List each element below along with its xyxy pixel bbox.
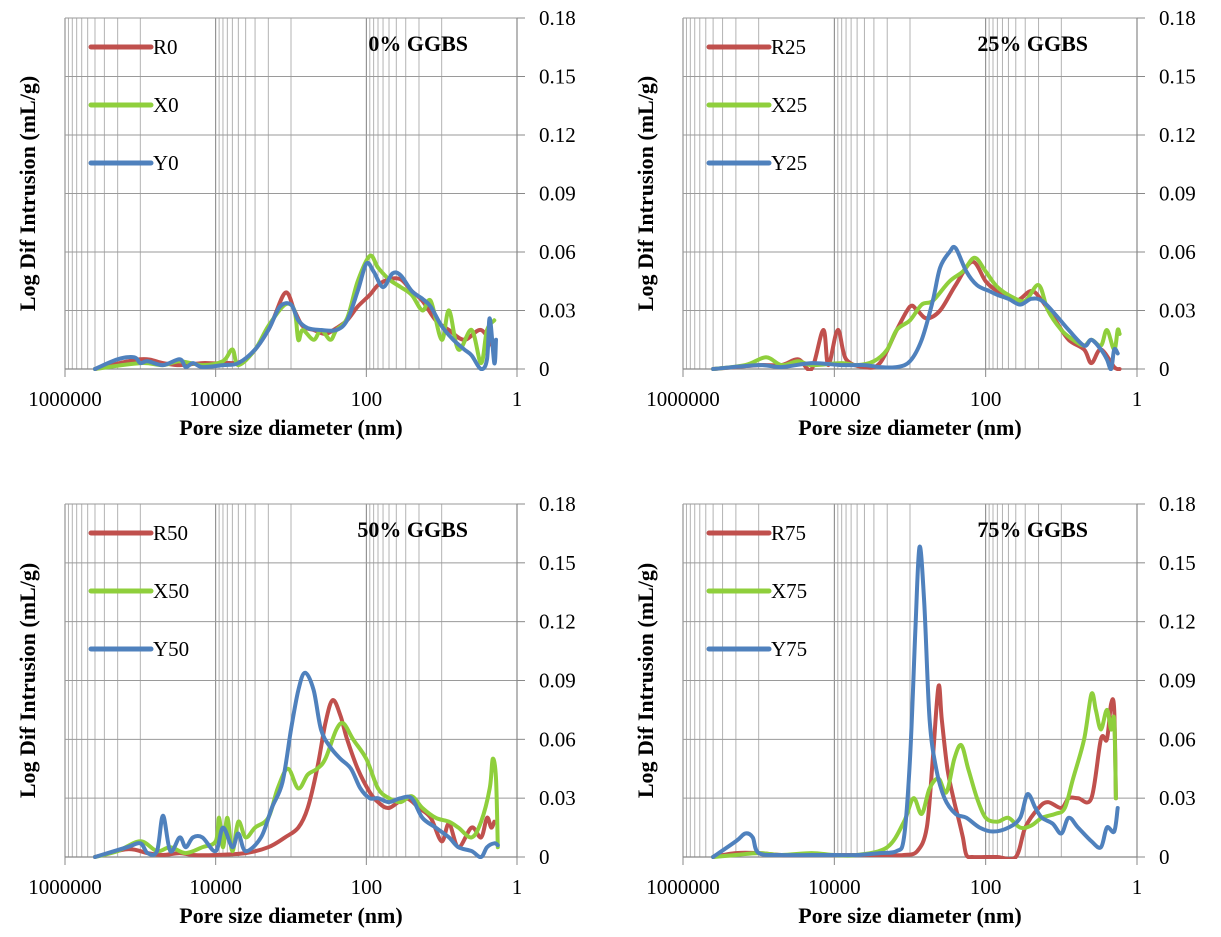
y-tick-label: 0.09 bbox=[1159, 182, 1196, 206]
legend-label-x0: X0 bbox=[153, 93, 179, 117]
series-line-y25 bbox=[711, 244, 1120, 371]
y-tick-label: 0 bbox=[1159, 845, 1170, 869]
legend-label-r75: R75 bbox=[771, 521, 806, 545]
x-axis-title: Pore size diameter (nm) bbox=[179, 903, 402, 928]
y-axis-title: Log Dif Intrusion (mL/g) bbox=[633, 563, 658, 798]
y-tick-label: 0.06 bbox=[539, 727, 576, 751]
panel-title: 75% GGBS bbox=[977, 517, 1088, 542]
panel-title: 50% GGBS bbox=[357, 517, 468, 542]
panel-title: 25% GGBS bbox=[977, 31, 1088, 56]
series-line-y50 bbox=[93, 670, 500, 859]
x-tick-label: 100 bbox=[970, 387, 1002, 411]
y-tick-label: 0.06 bbox=[539, 240, 576, 264]
y-tick-label: 0.09 bbox=[1159, 669, 1196, 693]
y-tick-label: 0.03 bbox=[1159, 299, 1196, 323]
series-lines bbox=[93, 253, 498, 371]
x-tick-label: 10000 bbox=[808, 875, 861, 899]
x-tick-label: 1000000 bbox=[28, 387, 102, 411]
y-tick-label: 0.15 bbox=[539, 551, 576, 575]
legend: R75 X75 Y75 bbox=[706, 521, 807, 661]
y-axis-title: Log Dif Intrusion (mL/g) bbox=[15, 76, 40, 311]
y-tick-label: 0.12 bbox=[539, 610, 576, 634]
x-tick-label: 100 bbox=[351, 875, 383, 899]
panel-title: 0% GGBS bbox=[368, 31, 468, 56]
y-tick-label: 0 bbox=[539, 845, 550, 869]
y-tick-label: 0.03 bbox=[539, 299, 576, 323]
x-tick-label: 1000000 bbox=[646, 387, 720, 411]
x-axis-title: Pore size diameter (nm) bbox=[179, 415, 402, 440]
y-tick-label: 0.12 bbox=[1159, 610, 1196, 634]
series-line-r25 bbox=[711, 259, 1122, 371]
legend-label-x75: X75 bbox=[771, 579, 807, 603]
y-tick-label: 0.18 bbox=[539, 492, 576, 516]
legend-label-r50: R50 bbox=[153, 521, 188, 545]
y-tick-label: 0.18 bbox=[539, 6, 576, 30]
x-tick-label: 10000 bbox=[189, 387, 242, 411]
y-tick-label: 0.03 bbox=[539, 786, 576, 810]
legend-label-y75: Y75 bbox=[771, 637, 807, 661]
y-tick-label: 0.09 bbox=[539, 669, 576, 693]
chart-panel-3: 0 0.03 0.06 0.09 0.12 0.15 0.18 1000000 10000 100… bbox=[15, 492, 576, 928]
y-tick-label: 0.15 bbox=[1159, 551, 1196, 575]
x-tick-label: 10000 bbox=[808, 387, 861, 411]
x-tick-label: 100 bbox=[351, 387, 383, 411]
y-axis-title: Log Dif Intrusion (mL/g) bbox=[633, 76, 658, 311]
chart-panel-4: 0 0.03 0.06 0.09 0.12 0.15 0.18 1000000 10000 100… bbox=[633, 492, 1196, 928]
x-tick-label: 100 bbox=[970, 875, 1002, 899]
legend-label-y0: Y0 bbox=[153, 151, 179, 175]
legend: R25 X25 Y25 bbox=[706, 35, 807, 175]
legend-label-r0: R0 bbox=[153, 35, 178, 59]
y-tick-label: 0 bbox=[539, 357, 550, 381]
x-tick-label: 10000 bbox=[189, 875, 242, 899]
y-tick-label: 0.15 bbox=[539, 65, 576, 89]
y-tick-label: 0.18 bbox=[1159, 6, 1196, 30]
y-axis-title: Log Dif Intrusion (mL/g) bbox=[15, 563, 40, 798]
series-line-y75 bbox=[711, 544, 1120, 859]
series-line-x75 bbox=[711, 691, 1118, 859]
y-tick-label: 0.06 bbox=[1159, 727, 1196, 751]
legend: R0 X0 Y0 bbox=[88, 35, 179, 175]
y-tick-label: 0.03 bbox=[1159, 786, 1196, 810]
series-line-y0 bbox=[93, 260, 498, 371]
legend-label-y25: Y25 bbox=[771, 151, 807, 175]
series-lines bbox=[93, 670, 500, 859]
legend-label-x25: X25 bbox=[771, 93, 807, 117]
chart-panel-1: 0 0.03 0.06 0.09 0.12 0.15 0.18 1000000 10000 100… bbox=[15, 6, 576, 440]
y-tick-label: 0.12 bbox=[539, 123, 576, 147]
y-tick-label: 0.12 bbox=[1159, 123, 1196, 147]
x-tick-label: 1 bbox=[512, 387, 523, 411]
legend-label-x50: X50 bbox=[153, 579, 189, 603]
legend: R50 X50 Y50 bbox=[88, 521, 189, 661]
x-tick-label: 1 bbox=[1132, 387, 1143, 411]
y-tick-label: 0.15 bbox=[1159, 65, 1196, 89]
legend-label-r25: R25 bbox=[771, 35, 806, 59]
y-tick-label: 0.06 bbox=[1159, 240, 1196, 264]
y-tick-label: 0.09 bbox=[539, 182, 576, 206]
chart-panel-2: 0 0.03 0.06 0.09 0.12 0.15 0.18 1000000 10000 100… bbox=[633, 6, 1196, 440]
x-tick-label: 1000000 bbox=[646, 875, 720, 899]
x-tick-label: 1 bbox=[512, 875, 523, 899]
y-tick-label: 0 bbox=[1159, 357, 1170, 381]
x-axis-title: Pore size diameter (nm) bbox=[798, 903, 1021, 928]
legend-label-y50: Y50 bbox=[153, 637, 189, 661]
series-line-x0 bbox=[93, 253, 497, 371]
x-tick-label: 1 bbox=[1132, 875, 1143, 899]
x-axis-title: Pore size diameter (nm) bbox=[798, 415, 1021, 440]
series-lines bbox=[711, 244, 1122, 371]
series-line-r75 bbox=[711, 683, 1118, 859]
series-lines bbox=[711, 544, 1120, 859]
x-tick-label: 1000000 bbox=[28, 875, 102, 899]
y-tick-label: 0.18 bbox=[1159, 492, 1196, 516]
